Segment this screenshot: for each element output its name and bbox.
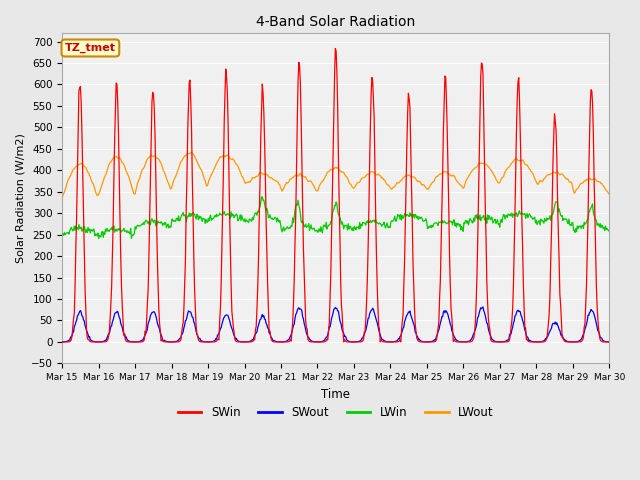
- LWout: [125, 173, 132, 179]
- Line: LWin: LWin: [62, 197, 609, 239]
- SWin: [125, 339, 132, 345]
- LWin: [605, 228, 613, 234]
- LWout: [210, 167, 218, 173]
- SWout: [58, 339, 66, 345]
- Line: SWout: SWout: [62, 307, 609, 342]
- LWout: [605, 192, 613, 197]
- LWout: [403, 173, 411, 179]
- SWin: [180, 305, 188, 311]
- LWin: [210, 215, 218, 221]
- SWout: [180, 325, 188, 331]
- LWin: [95, 236, 102, 241]
- SWout: [209, 338, 217, 344]
- X-axis label: Time: Time: [321, 388, 350, 401]
- SWout: [419, 338, 426, 344]
- LWin: [259, 194, 266, 200]
- SWout: [403, 314, 410, 320]
- LWin: [404, 212, 412, 218]
- Line: LWout: LWout: [62, 153, 609, 197]
- LWin: [125, 229, 133, 235]
- Legend: SWin, SWout, LWin, LWout: SWin, SWout, LWin, LWout: [173, 401, 499, 423]
- SWout: [125, 338, 132, 344]
- LWin: [58, 232, 66, 238]
- SWin: [58, 339, 66, 345]
- LWout: [419, 182, 427, 188]
- LWout: [180, 154, 188, 160]
- LWout: [58, 194, 66, 200]
- LWin: [420, 218, 428, 224]
- LWout: [188, 150, 195, 156]
- Text: TZ_tmet: TZ_tmet: [65, 43, 116, 53]
- SWin: [420, 339, 428, 345]
- SWout: [479, 304, 487, 310]
- LWin: [181, 212, 189, 218]
- SWout: [533, 339, 541, 345]
- Line: SWin: SWin: [62, 48, 609, 342]
- Y-axis label: Solar Radiation (W/m2): Solar Radiation (W/m2): [15, 133, 25, 263]
- SWin: [340, 339, 348, 345]
- SWin: [209, 339, 217, 345]
- SWin: [404, 110, 412, 116]
- LWout: [68, 169, 76, 175]
- SWin: [68, 333, 76, 339]
- SWout: [605, 339, 613, 345]
- LWin: [68, 227, 76, 232]
- SWin: [605, 339, 613, 345]
- SWin: [332, 46, 339, 51]
- SWout: [68, 333, 76, 338]
- Title: 4-Band Solar Radiation: 4-Band Solar Radiation: [256, 15, 415, 29]
